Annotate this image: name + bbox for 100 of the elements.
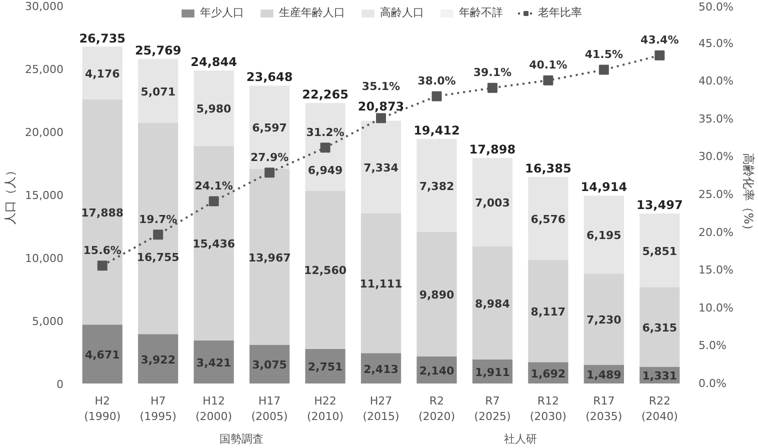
data-label: 38.0%	[418, 74, 456, 88]
bar	[584, 196, 624, 274]
point	[598, 64, 609, 75]
data-label: 40.1%	[529, 58, 568, 72]
total-label: 19,412	[414, 124, 460, 138]
total-label: 22,265	[302, 88, 348, 102]
bar	[305, 348, 346, 384]
x-tick-label: R17 (2035)	[586, 394, 622, 424]
bar	[194, 146, 234, 340]
x-tick-label: H27 (2015)	[362, 394, 400, 424]
x-tick-label: R7 (2025)	[474, 394, 511, 424]
bar	[305, 103, 346, 191]
bar	[138, 122, 178, 334]
x-tick-label: H7 (1995)	[140, 394, 176, 424]
total-label: 25,769	[134, 43, 182, 58]
y2-tick-label: 5.0%	[698, 339, 726, 352]
data-label: 7,334	[364, 161, 399, 174]
data-label: 17,888	[81, 206, 124, 220]
bar	[360, 120, 402, 214]
total-label: 20,873	[358, 100, 404, 114]
bar	[249, 86, 290, 169]
total-label: 24,844	[190, 55, 237, 70]
y2-tick-label: 40.0%	[698, 74, 734, 88]
bar	[472, 246, 513, 360]
legend-label: 年少人口	[200, 5, 244, 20]
point	[487, 82, 498, 93]
data-label: 3,421	[196, 356, 232, 370]
data-label: 3,922	[140, 353, 176, 366]
point	[153, 230, 164, 240]
data-label: 8,984	[475, 297, 510, 310]
data-label: 12,560	[304, 264, 347, 278]
y-tick-label: 25,000	[25, 63, 64, 76]
bar	[82, 324, 122, 384]
data-label: 5,851	[642, 244, 678, 258]
point	[432, 91, 442, 102]
text: 社人研	[504, 432, 537, 446]
bar	[249, 168, 290, 345]
y2-tick-label: 0.0%	[698, 377, 726, 390]
y2-tick-label: 10.0%	[698, 301, 734, 314]
y-tick-label: 10,000	[25, 252, 64, 265]
y2-tick-label: 25.0%	[698, 188, 734, 201]
x-tick-label: H22 (2010)	[306, 394, 344, 424]
bar	[305, 190, 346, 349]
data-label: 35.1%	[362, 80, 400, 94]
data-label: 2,140	[419, 364, 454, 378]
point	[97, 260, 108, 271]
x-tick-label: H2 (1990)	[84, 394, 121, 424]
data-label: 1,489	[586, 368, 622, 382]
total-label: 13,497	[636, 198, 683, 212]
bar	[360, 213, 402, 354]
data-label: 6,195	[586, 229, 622, 242]
bar	[584, 274, 624, 365]
legend-label: 高齢人口	[380, 5, 424, 20]
point	[320, 142, 330, 153]
y2-tick-label: 20.0%	[698, 226, 734, 239]
data-label: 41.5%	[584, 48, 623, 62]
point	[543, 75, 554, 86]
data-label: 11,111	[360, 278, 402, 291]
data-label: 3,075	[252, 358, 287, 372]
data-label: 4,671	[84, 348, 120, 362]
legend-label: 年齢不詳	[459, 5, 503, 20]
data-label: 24.1%	[194, 180, 233, 193]
y-axis-title: 人口（人）	[3, 164, 18, 224]
data-label: 1,331	[642, 370, 678, 383]
data-label: 39.1%	[473, 66, 512, 80]
data-label: 19.7%	[139, 212, 178, 226]
x-tick-label: H17 (2005)	[251, 394, 288, 424]
data-label: 7,382	[419, 180, 454, 193]
y-tick-label: 15,000	[25, 189, 64, 202]
y2-tick-label: 30.0%	[698, 150, 734, 164]
bar	[640, 287, 680, 367]
bar	[472, 158, 513, 246]
data-label: 1,692	[530, 367, 566, 380]
bar	[640, 213, 680, 288]
bar	[416, 232, 457, 357]
bar	[528, 177, 568, 260]
data-label: 16,755	[136, 250, 180, 264]
x-tick-label: R2 (2020)	[418, 394, 456, 424]
bar	[194, 70, 234, 146]
point	[376, 113, 386, 124]
bar	[194, 340, 234, 384]
point	[208, 196, 219, 206]
y-tick-label: 30,000	[25, 0, 64, 13]
y2-tick-label: 35.0%	[698, 112, 734, 126]
data-label: 2,751	[308, 360, 343, 374]
data-label: 15.6%	[83, 244, 122, 257]
total-label: 16,385	[525, 162, 572, 176]
data-label: 9,890	[419, 288, 454, 302]
data-label: 7,003	[475, 196, 510, 210]
data-label: 15,436	[192, 238, 236, 251]
data-label: 2,413	[364, 362, 398, 376]
total-label: 23,648	[246, 70, 293, 84]
text: 国勢調査	[220, 432, 264, 446]
y2-axis-title: 高齢化率（%）	[741, 152, 756, 236]
x-tick-label: R22 (2040)	[641, 394, 678, 424]
bar	[82, 46, 122, 100]
total-label: 26,735	[79, 31, 126, 46]
data-label: 43.4%	[640, 34, 679, 47]
x-tick-label: H12 (2000)	[196, 394, 232, 424]
data-label: 31.2%	[306, 126, 344, 139]
